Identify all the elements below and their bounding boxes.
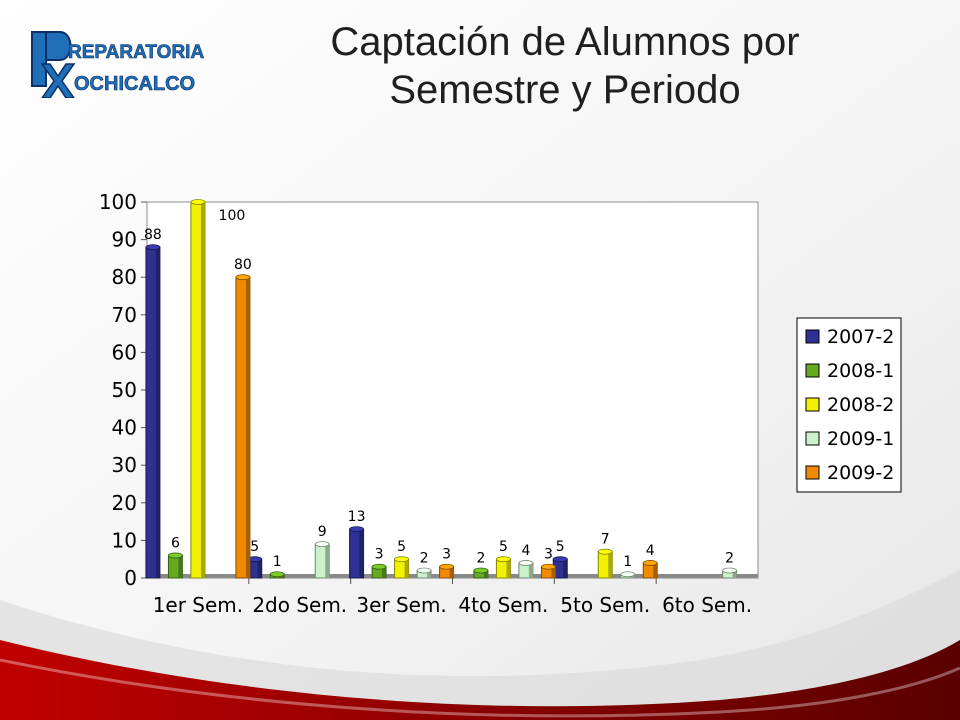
bar-cap (620, 571, 636, 578)
bar-cap (394, 556, 409, 563)
bar-cap (416, 567, 432, 574)
bar-side-shade (404, 559, 409, 578)
bar-cap (541, 563, 556, 570)
legend-label: 2008-1 (827, 360, 894, 382)
logo: REPARATORIA OCHICALCO (31, 31, 205, 98)
x-tick-label: 2do Sem. (252, 593, 347, 617)
data-label: 3 (544, 547, 553, 563)
legend-swatch (805, 329, 820, 344)
data-label: 2 (476, 550, 485, 566)
y-tick-label: 100 (99, 190, 137, 214)
bar-side-shade (551, 566, 556, 578)
legend-swatch (805, 363, 820, 378)
data-label: 1 (273, 554, 282, 570)
bar-side-shade (563, 559, 568, 578)
data-label: 6 (171, 535, 180, 551)
data-label: 3 (375, 547, 384, 563)
slide-title-line1: Captación de Alumnos por (330, 20, 800, 64)
legend-swatch (805, 397, 820, 412)
bar-cap (496, 556, 511, 563)
data-label: 100 (219, 208, 246, 224)
bar-side-shade (382, 566, 387, 578)
x-tick-label: 6to Sem. (662, 593, 752, 617)
bar-side-shade (653, 562, 658, 578)
legend-label: 2009-1 (827, 428, 894, 450)
logo-letter-x (40, 63, 76, 98)
legend-label: 2007-2 (827, 326, 894, 348)
bar-side-shade (608, 551, 613, 578)
y-tick-label: 60 (112, 340, 137, 364)
legend-label: 2009-2 (827, 462, 894, 484)
x-tick-label: 1er Sem. (153, 593, 243, 617)
bar-side-shade (528, 562, 533, 578)
bar-cap (439, 563, 454, 570)
bar-cap (642, 560, 658, 566)
data-label: 5 (556, 539, 565, 555)
bar-cap (722, 567, 737, 574)
bar-side-shade (200, 202, 205, 578)
x-tick-label: 4to Sem. (458, 593, 548, 617)
data-label: 1 (623, 554, 632, 570)
data-label: 3 (442, 547, 451, 563)
bar-cap (552, 556, 568, 563)
bar-cap (473, 567, 489, 574)
data-label: 2 (420, 550, 429, 566)
data-label: 5 (397, 539, 406, 555)
data-label: 13 (348, 509, 366, 525)
y-tick-label: 40 (112, 416, 137, 440)
bar-cap (168, 552, 183, 559)
y-tick-label: 20 (112, 491, 137, 515)
bar-side-shade (483, 570, 488, 578)
bar-cap (597, 548, 613, 555)
data-label: 7 (601, 532, 610, 548)
data-label: 4 (521, 543, 530, 559)
data-label: 5 (499, 539, 508, 555)
data-label: 80 (234, 257, 252, 273)
bar-side-shade (506, 559, 511, 578)
data-label: 5 (250, 539, 259, 555)
data-label: 2 (725, 550, 734, 566)
y-tick-label: 30 (112, 453, 137, 477)
bar-side-shade (325, 544, 330, 578)
bar-cap (145, 244, 161, 251)
bar-cap (235, 274, 251, 281)
bar-side-shade (178, 555, 183, 578)
y-tick-label: 90 (112, 228, 137, 252)
bar-side-shade (257, 559, 262, 578)
bar-side-shade (427, 570, 432, 578)
bar-cap (371, 563, 387, 570)
bar-cap (314, 541, 330, 548)
bar-cap (518, 560, 534, 566)
bar-cap (269, 571, 285, 578)
bar-side-shade (732, 570, 737, 578)
x-tick-label: 5to Sem. (560, 593, 650, 617)
logo-text-line2: OCHICALCO (74, 73, 195, 95)
y-tick-label: 10 (112, 528, 137, 552)
y-tick-label: 0 (124, 566, 137, 590)
legend-label: 2008-2 (827, 394, 894, 416)
bar-side-shade (155, 247, 160, 578)
bar-side-shade (359, 529, 364, 578)
y-tick-label: 80 (112, 265, 137, 289)
logo-text-line1: REPARATORIA (68, 42, 204, 63)
bar-side-shade (245, 277, 250, 578)
y-tick-label: 70 (112, 303, 137, 327)
legend-swatch (805, 465, 820, 480)
x-tick-label: 3er Sem. (356, 593, 446, 617)
logo-letter-p (31, 31, 72, 87)
slide-title-line2: Semestre y Periodo (389, 68, 741, 112)
y-tick-label: 50 (112, 378, 137, 402)
bar-side-shade (449, 566, 454, 578)
bar-cap (190, 199, 206, 205)
data-label: 9 (318, 524, 327, 540)
legend-swatch (805, 431, 820, 446)
data-label: 88 (144, 227, 162, 243)
data-label: 4 (646, 543, 655, 559)
bar-cap (349, 526, 364, 533)
slide-title: Captación de Alumnos por Semestre y Peri… (260, 18, 870, 114)
